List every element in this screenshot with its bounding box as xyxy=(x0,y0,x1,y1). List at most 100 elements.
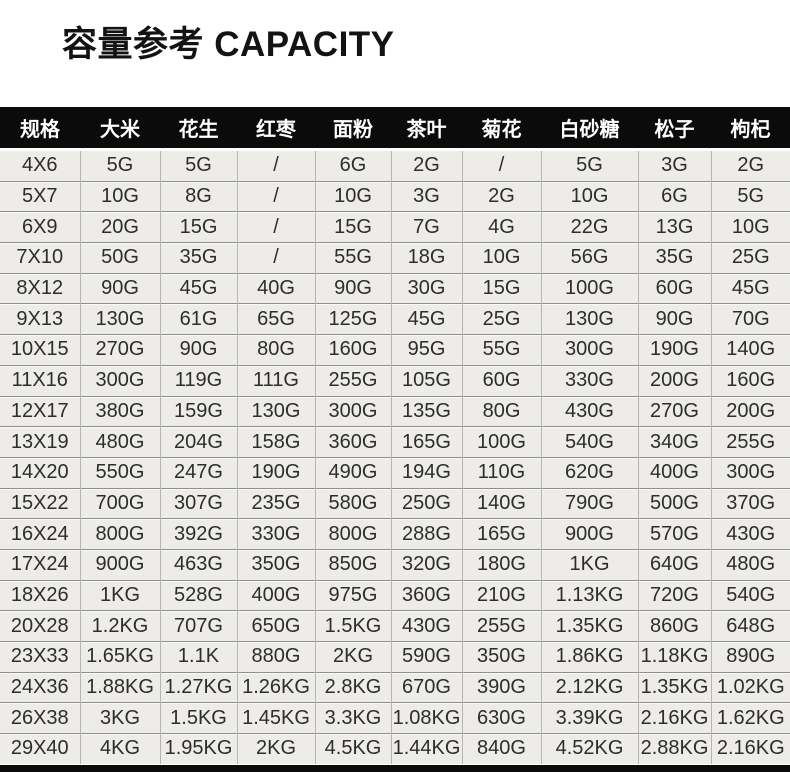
capacity-cell: 2G xyxy=(710,149,790,182)
capacity-cell: 580G xyxy=(314,487,391,519)
capacity-cell: 800G xyxy=(314,518,391,550)
table-row: 23X33 1.65KG 1.1K 880G 2KG 590G 350G 1.86KG 1.18… xyxy=(0,641,790,673)
table-row: 20X28 1.2KG 707G 650G 1.5KG 430G 255G 1.35KG 860… xyxy=(0,610,790,642)
capacity-cell: 158G xyxy=(236,426,315,458)
capacity-cell: 80G xyxy=(236,334,315,366)
capacity-cell: 1.88KG xyxy=(79,671,160,703)
capacity-cell: 4.52KG xyxy=(540,733,638,764)
capacity-cell: 570G xyxy=(637,518,711,550)
capacity-cell: 648G xyxy=(710,610,790,642)
capacity-cell: 65G xyxy=(236,303,315,335)
column-header: 茶叶 xyxy=(391,107,462,151)
capacity-cell: 1.27KG xyxy=(159,671,237,703)
capacity-cell: 105G xyxy=(390,364,462,396)
size-cell: 11X16 xyxy=(0,364,80,396)
capacity-cell: 130G xyxy=(236,395,315,427)
table-row: 16X24 800G 392G 330G 800G 288G 165G 900G 570G 430… xyxy=(0,518,790,550)
capacity-cell: 1.2KG xyxy=(79,610,160,642)
table-header-row: 规格 大米 花生 红枣 面粉 茶叶 菊花 白砂糖 松子 枸杞 xyxy=(0,107,790,151)
capacity-cell: 307G xyxy=(159,487,237,519)
capacity-cell: 60G xyxy=(637,272,711,304)
capacity-cell: 480G xyxy=(79,426,160,458)
capacity-cell: 463G xyxy=(159,548,237,581)
capacity-cell: 210G xyxy=(461,579,541,611)
capacity-cell: 1.5KG xyxy=(159,702,237,734)
table-row: 9X13 130G 61G 65G 125G 45G 25G 130G 90G 70G xyxy=(0,303,790,335)
capacity-cell: 2.8KG xyxy=(314,671,391,703)
capacity-cell: 15G xyxy=(159,211,237,243)
size-cell: 4X6 xyxy=(0,149,80,182)
capacity-cell: 125G xyxy=(314,303,391,335)
capacity-cell: 590G xyxy=(390,641,462,673)
capacity-cell: 430G xyxy=(390,610,462,642)
capacity-cell: 4KG xyxy=(79,733,160,764)
capacity-cell: 50G xyxy=(79,242,160,274)
capacity-cell: 25G xyxy=(710,242,790,274)
capacity-cell: 130G xyxy=(540,303,638,335)
size-cell: 8X12 xyxy=(0,272,80,304)
capacity-cell: 160G xyxy=(710,364,790,396)
column-header: 红枣 xyxy=(237,107,315,151)
capacity-cell: 6G xyxy=(637,180,711,212)
column-header: 面粉 xyxy=(315,107,391,151)
capacity-cell: 2.16KG xyxy=(710,733,790,764)
capacity-cell: 1KG xyxy=(79,579,160,611)
capacity-cell: 55G xyxy=(461,334,541,366)
table-row: 18X26 1KG 528G 400G 975G 360G 210G 1.13KG 720G 54… xyxy=(0,579,790,611)
capacity-cell: 15G xyxy=(314,211,391,243)
capacity-cell: 1.35KG xyxy=(540,610,638,642)
capacity-cell: 10G xyxy=(710,211,790,243)
column-header: 菊花 xyxy=(462,107,541,151)
capacity-cell: 5G xyxy=(540,149,638,182)
capacity-cell: 190G xyxy=(637,334,711,366)
capacity-cell: 850G xyxy=(314,548,391,581)
capacity-cell: 300G xyxy=(540,334,638,366)
size-cell: 12X17 xyxy=(0,395,80,427)
capacity-cell: 288G xyxy=(390,518,462,550)
capacity-cell: 110G xyxy=(461,456,541,489)
capacity-cell: 528G xyxy=(159,579,237,611)
size-cell: 13X19 xyxy=(0,426,80,458)
capacity-cell: 100G xyxy=(461,426,541,458)
size-cell: 14X20 xyxy=(0,456,80,489)
capacity-cell: 650G xyxy=(236,610,315,642)
table-row: 8X12 90G 45G 40G 90G 30G 15G 100G 60G 45G xyxy=(0,272,790,304)
capacity-cell: 204G xyxy=(159,426,237,458)
capacity-cell: 255G xyxy=(710,426,790,458)
capacity-cell: 45G xyxy=(159,272,237,304)
capacity-cell: 400G xyxy=(236,579,315,611)
capacity-table: 规格 大米 花生 红枣 面粉 茶叶 菊花 白砂糖 松子 枸杞 4X6 5G 5G/6G 2G/5G 3G 2… xyxy=(0,107,790,764)
capacity-cell: 6G xyxy=(314,149,391,182)
capacity-cell: 10G xyxy=(314,180,391,212)
column-header: 白砂糖 xyxy=(541,107,638,151)
capacity-cell: 190G xyxy=(236,456,315,489)
capacity-cell: 390G xyxy=(461,671,541,703)
capacity-cell: 350G xyxy=(236,548,315,581)
capacity-cell: 4.5KG xyxy=(314,733,391,764)
table-row: 14X20 550G 247G 190G 490G 194G 110G 620G 400G 300… xyxy=(0,456,790,489)
capacity-cell: 400G xyxy=(637,456,711,489)
capacity-cell: 200G xyxy=(710,395,790,427)
table-row: 17X24 900G 463G 350G 850G 320G 180G 1KG 640G 480G xyxy=(0,548,790,581)
capacity-cell: 320G xyxy=(390,548,462,581)
capacity-cell: 45G xyxy=(710,272,790,304)
capacity-cell: 56G xyxy=(540,242,638,274)
table-row: 13X19 480G 204G 158G 360G 165G 100G 540G 340G 255… xyxy=(0,426,790,458)
capacity-cell: 500G xyxy=(637,487,711,519)
capacity-cell: 2.16KG xyxy=(637,702,711,734)
capacity-cell: 35G xyxy=(637,242,711,274)
capacity-cell: 540G xyxy=(710,579,790,611)
capacity-cell: 1.18KG xyxy=(637,641,711,673)
bottom-bar xyxy=(0,765,790,772)
capacity-cell: 5G xyxy=(710,180,790,212)
table-row: 11X16 300G 119G 111G 255G 105G 60G 330G 200G 160G xyxy=(0,364,790,396)
table-row: 26X38 3KG 1.5KG 1.45KG 3.3KG 1.08KG 630G 3.39KG… xyxy=(0,702,790,734)
capacity-cell: / xyxy=(461,149,541,182)
capacity-cell: 700G xyxy=(79,487,160,519)
table-row: 6X9 20G 15G/15G 7G 4G 22G 13G 10G xyxy=(0,211,790,243)
capacity-cell: 1.02KG xyxy=(710,671,790,703)
capacity-cell: 119G xyxy=(159,364,237,396)
capacity-cell: 15G xyxy=(461,272,541,304)
capacity-cell: 3.3KG xyxy=(314,702,391,734)
capacity-cell: 1.65KG xyxy=(79,641,160,673)
